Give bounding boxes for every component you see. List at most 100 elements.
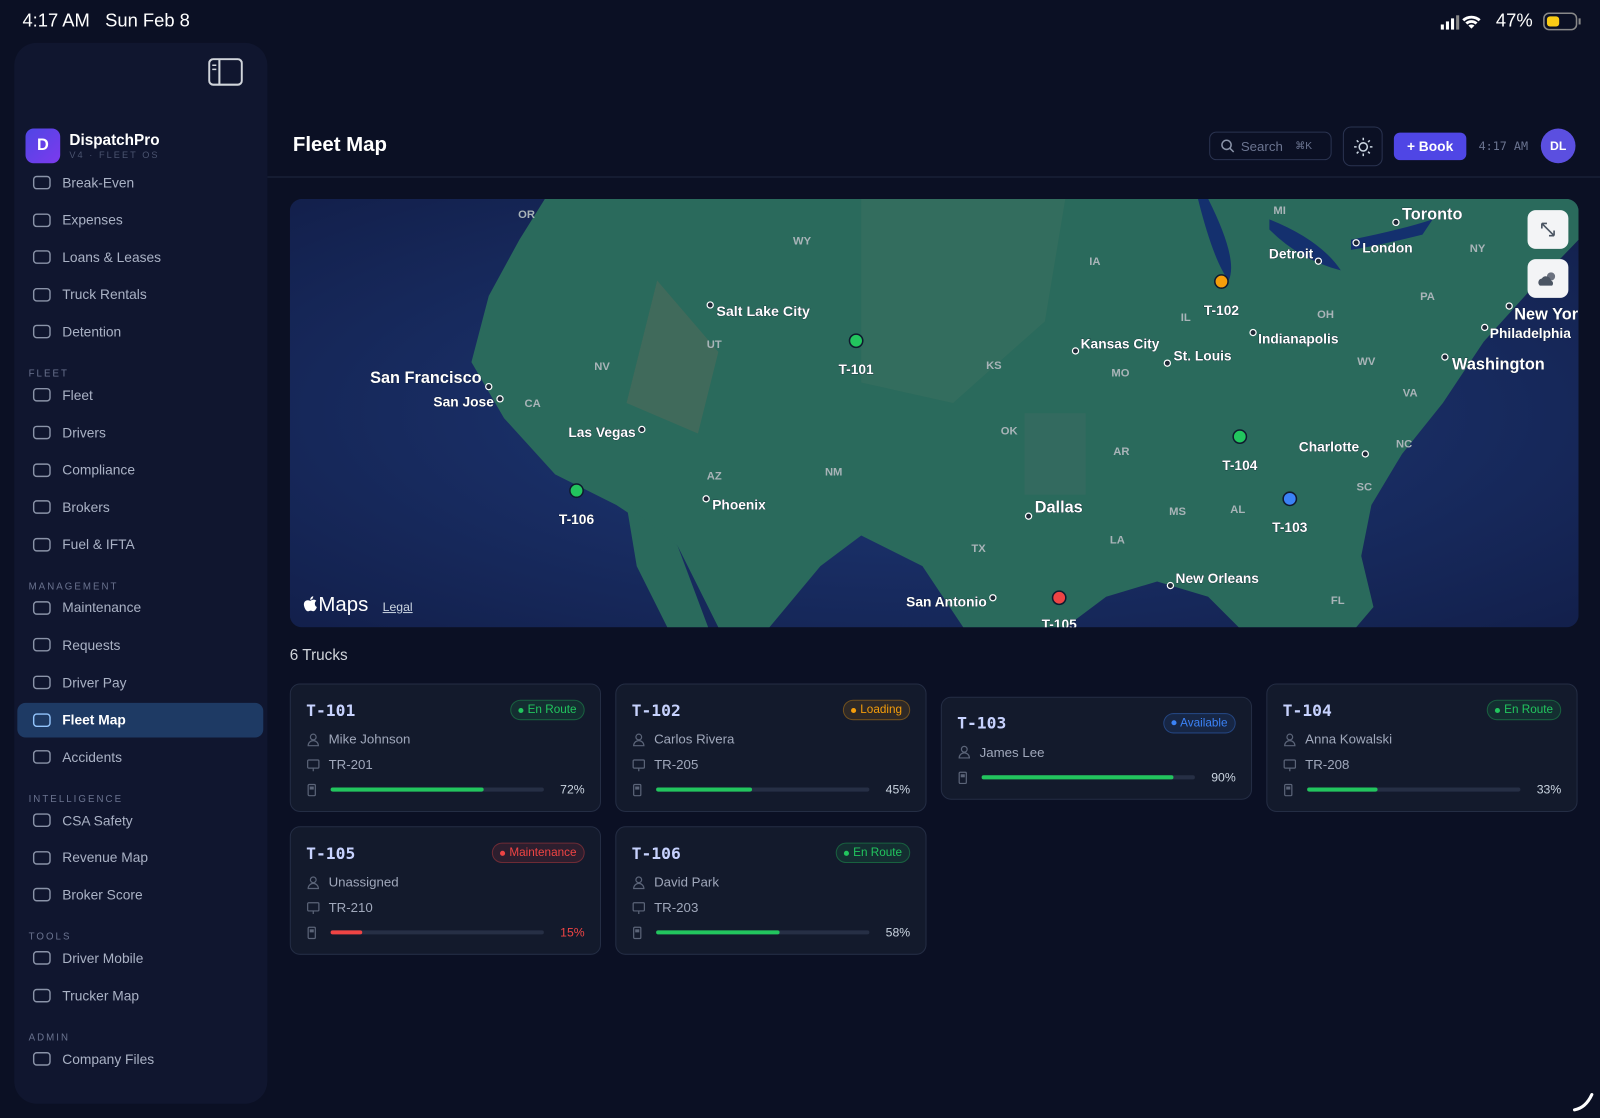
state-label: VA xyxy=(1403,388,1418,400)
truck-card[interactable]: T-105 Maintenance Unassigned TR-210 15% xyxy=(289,826,602,955)
map[interactable]: OR WY IA MI NY PA OH IL UT NV CA KS MO WV VA OK AR NC AZ NM… xyxy=(289,198,1579,628)
driver-row: Anna Kowalski xyxy=(1283,731,1562,747)
truck-marker[interactable] xyxy=(1282,491,1298,507)
nav-item[interactable]: Fleet Map xyxy=(17,702,264,738)
search-box[interactable]: Search ⌘K xyxy=(1209,131,1332,161)
nav-icon-shape xyxy=(32,287,51,302)
fuel-row: 45% xyxy=(632,782,910,797)
city-dot xyxy=(485,382,493,391)
status-pill: En Route xyxy=(1486,699,1562,721)
unit-id: TR-210 xyxy=(328,899,373,916)
header-divider xyxy=(267,176,1600,178)
nav-item[interactable]: Truck Rentals xyxy=(17,277,263,312)
nav-item[interactable]: Compliance xyxy=(17,453,263,488)
truck-card[interactable]: T-102 Loading Carlos Rivera TR-205 45% xyxy=(615,683,927,812)
truck-card[interactable]: T-106 En Route David Park TR-203 58% xyxy=(615,826,927,955)
truck-marker[interactable] xyxy=(569,483,584,499)
city-dot xyxy=(1481,323,1489,332)
nav-label: Detention xyxy=(62,324,122,340)
state-label: AR xyxy=(1113,446,1129,458)
nav-item[interactable]: Company Files xyxy=(17,1042,263,1077)
icon-part xyxy=(960,773,965,777)
nav-icon-shape xyxy=(32,988,51,1003)
driver-row: Mike Johnson xyxy=(306,731,585,747)
card-header: T-103 Available xyxy=(957,712,1236,734)
nav-item[interactable]: Expenses xyxy=(17,203,263,238)
truck-marker[interactable] xyxy=(848,333,864,349)
city-label: San Jose xyxy=(433,395,494,410)
truck-marker[interactable] xyxy=(1232,429,1248,444)
truck-card[interactable]: T-103 Available James Lee 90% xyxy=(940,696,1253,800)
city-dot xyxy=(638,425,646,434)
search-shortcut: ⌘K xyxy=(1295,140,1313,152)
state-label: LA xyxy=(1110,535,1125,547)
sidebar-toggle[interactable] xyxy=(208,58,243,87)
nav-item[interactable]: Brokers xyxy=(17,490,263,525)
nav-icon-shape xyxy=(32,175,51,190)
nav-label: Trucker Map xyxy=(62,987,140,1004)
nav-item[interactable]: Loans & Leases xyxy=(17,240,263,275)
card-header: T-105 Maintenance xyxy=(306,842,585,864)
nav-item[interactable]: Requests xyxy=(17,628,263,663)
nav-item[interactable]: Revenue Map xyxy=(17,840,263,875)
fuel-row: 15% xyxy=(306,925,585,940)
city-dot xyxy=(1441,353,1449,361)
brand-name: DispatchPro xyxy=(69,131,160,149)
theme-button[interactable] xyxy=(1342,126,1383,167)
battery-percent: 47% xyxy=(1495,10,1533,31)
status-text: Maintenance xyxy=(509,846,577,859)
city-dot xyxy=(702,495,710,503)
state-label: CA xyxy=(525,398,541,410)
truck-card[interactable]: T-101 En Route Mike Johnson TR-201 72% xyxy=(289,683,602,812)
nav-item[interactable]: Accidents xyxy=(17,740,263,775)
city-label: New York xyxy=(1514,306,1578,324)
search-icon xyxy=(1221,139,1235,153)
state-label: KS xyxy=(986,360,1002,372)
driver-name: Mike Johnson xyxy=(328,731,411,747)
city-label: Kansas City xyxy=(1081,336,1160,351)
unit-row: TR-208 xyxy=(1283,757,1562,772)
truck-card[interactable]: T-104 En Route Anna Kowalski TR-208 33% xyxy=(1266,683,1578,812)
truck-marker[interactable] xyxy=(1051,590,1067,606)
nav-icon xyxy=(32,463,51,477)
unit-icon xyxy=(632,758,646,771)
status-dot xyxy=(851,707,857,713)
icon-part xyxy=(1284,739,1296,746)
nav-item[interactable]: Trucker Map xyxy=(17,978,263,1013)
nav-item[interactable]: CSA Safety xyxy=(17,803,263,838)
icon-part xyxy=(632,758,646,769)
nav-icon-shape xyxy=(32,388,51,403)
status-pill: En Route xyxy=(835,842,911,864)
nav-icon-shape xyxy=(32,675,51,690)
nav-item[interactable]: Driver Mobile xyxy=(17,941,263,976)
city-dot xyxy=(1392,218,1400,227)
nav-item[interactable]: Detention xyxy=(17,315,263,350)
nav-item[interactable]: Drivers xyxy=(17,415,263,450)
city-dot xyxy=(1024,512,1033,520)
nav-icon-shape xyxy=(32,888,51,902)
nav-item[interactable]: Fuel & IFTA xyxy=(17,527,263,562)
legal-link[interactable]: Legal xyxy=(382,599,413,615)
weather-button[interactable] xyxy=(1527,259,1569,298)
nav-item[interactable]: Break-Even xyxy=(17,171,263,200)
nav-item[interactable]: Maintenance xyxy=(17,590,263,625)
city-label: Las Vegas xyxy=(568,425,636,440)
city-label: Philadelphia xyxy=(1490,326,1571,341)
battery-icon xyxy=(1543,12,1581,31)
nav-group-label: MANAGEMENT xyxy=(28,581,119,593)
book-button[interactable]: + Book xyxy=(1393,132,1467,161)
nav-label: Loans & Leases xyxy=(62,249,162,265)
nav-item[interactable]: Fleet xyxy=(17,378,263,413)
status-dot xyxy=(1494,707,1501,713)
fuel-icon xyxy=(1284,783,1293,797)
nav-label: Driver Mobile xyxy=(62,950,144,966)
nav-group-label: TOOLS xyxy=(28,931,72,943)
nav-item[interactable]: Driver Pay xyxy=(17,665,263,700)
avatar[interactable]: DL xyxy=(1540,128,1576,164)
nav-item[interactable]: Broker Score xyxy=(17,878,263,913)
card-header: T-104 En Route xyxy=(1283,699,1562,721)
expand-button[interactable] xyxy=(1527,210,1569,249)
truck-marker[interactable] xyxy=(1214,274,1229,289)
icon-part xyxy=(1283,758,1297,769)
city-label: Salt Lake City xyxy=(716,304,810,320)
